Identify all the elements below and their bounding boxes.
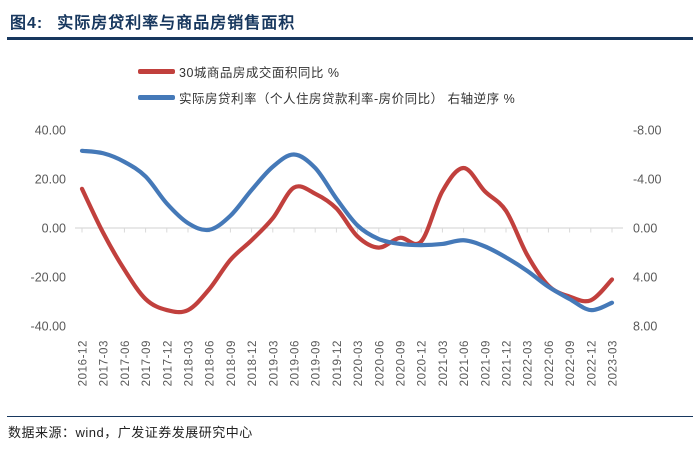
right-axis-tick-label: 8.00	[633, 320, 657, 334]
left-axis-tick-label: 20.00	[35, 173, 66, 187]
x-axis-tick-label: 2017-03	[99, 340, 111, 386]
legend-item-mortgage-rate: 实际房贷利率（个人住房贷款利率-房价同比） 右轴逆序 %	[138, 89, 515, 106]
left-axis-tick-label: 40.00	[35, 124, 66, 138]
x-axis-tick-label: 2022-12	[586, 340, 598, 386]
left-axis-tick-label: 0.00	[42, 222, 66, 236]
right-axis-tick-label: 0.00	[633, 222, 657, 236]
x-axis-tick-label: 2020-06	[374, 340, 386, 386]
x-axis-tick-label: 2020-12	[417, 340, 429, 386]
sales-area-yoy-line	[79, 165, 615, 315]
x-axis-tick-label: 2018-09	[226, 340, 238, 386]
x-axis-tick-label: 2017-06	[120, 340, 132, 386]
x-axis-tick-label: 2019-03	[268, 340, 280, 386]
x-axis-tick-label: 2022-09	[565, 340, 577, 386]
x-axis-tick-label: 2016-12	[78, 340, 90, 386]
chart-legend: 30城商品房成交面积同比 % 实际房贷利率（个人住房贷款利率-房价同比） 右轴逆…	[138, 63, 515, 115]
data-source-note: 数据来源：wind，广发证券发展研究中心	[8, 425, 253, 440]
right-axis-tick-label: 4.00	[633, 271, 657, 285]
right-axis-tick-label: -8.00	[633, 124, 662, 138]
x-axis-tick-label: 2022-03	[523, 340, 535, 386]
x-axis-tick-label: 2017-09	[141, 340, 153, 386]
legend-label-sales-area: 30城商品房成交面积同比 %	[179, 66, 340, 80]
footer-divider	[7, 416, 693, 418]
x-axis-tick-label: 2021-09	[480, 340, 492, 386]
x-axis-tick-label: 2018-12	[247, 340, 259, 386]
x-axis-tick-label: 2019-09	[311, 340, 323, 386]
figure-title-text: 实际房贷利率与商品房销售面积	[57, 15, 296, 32]
real-mortgage-rate-line	[79, 148, 615, 313]
legend-item-sales-area: 30城商品房成交面积同比 %	[138, 63, 515, 80]
x-axis-tick-label: 2019-12	[332, 340, 344, 386]
blue-line-marker-icon	[138, 95, 175, 100]
title-divider	[7, 37, 693, 40]
x-axis-tick-label: 2021-03	[438, 340, 450, 386]
x-axis-tick-label: 2020-03	[353, 340, 365, 386]
left-axis-tick-label: -40.00	[31, 320, 66, 334]
figure-title: 图4: 实际房贷利率与商品房销售面积	[10, 9, 295, 33]
x-axis-tick-label: 2020-09	[396, 340, 408, 386]
legend-label-mortgage-rate: 实际房贷利率（个人住房贷款利率-房价同比） 右轴逆序 %	[179, 92, 516, 106]
x-axis-tick-label: 2018-06	[205, 340, 217, 386]
figure-number-label: 图4:	[10, 15, 44, 32]
right-axis-tick-label: -4.00	[633, 173, 662, 187]
x-axis-tick-label: 2019-06	[290, 340, 302, 386]
red-line-marker-icon	[138, 69, 175, 74]
x-axis-tick-label: 2021-06	[459, 340, 471, 386]
left-axis-tick-label: -20.00	[31, 271, 66, 285]
x-axis-tick-label: 2023-03	[608, 340, 620, 386]
x-axis-tick-label: 2022-06	[544, 340, 556, 386]
x-axis-tick-label: 2021-12	[502, 340, 514, 386]
x-axis-tick-label: 2017-12	[162, 340, 174, 386]
x-axis-tick-label: 2018-03	[184, 340, 196, 386]
